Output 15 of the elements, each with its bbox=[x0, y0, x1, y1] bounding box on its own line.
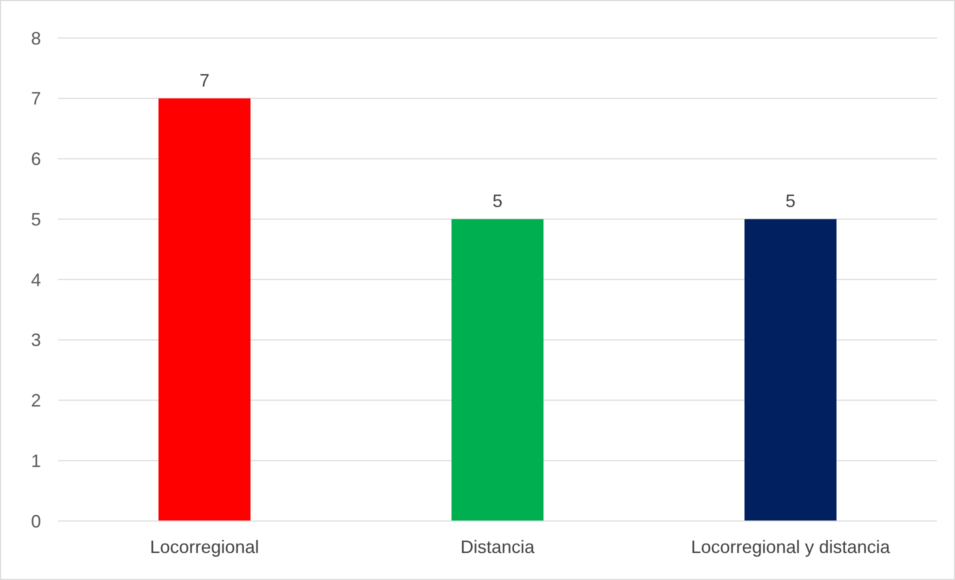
y-tick-label: 0 bbox=[30, 511, 42, 532]
y-tick-label: 5 bbox=[30, 209, 42, 230]
y-tick-label: 2 bbox=[30, 390, 42, 411]
y-tick-label: 7 bbox=[30, 88, 42, 109]
x-tick-label: Distancia bbox=[460, 537, 536, 557]
x-tick-label: Locorregional bbox=[150, 537, 260, 557]
y-tick-label: 8 bbox=[30, 28, 42, 48]
y-tick-label: 6 bbox=[30, 149, 42, 170]
x-tick-label: Locorregional y distancia bbox=[690, 537, 892, 557]
y-tick-label: 1 bbox=[30, 450, 42, 471]
data-label: 5 bbox=[492, 191, 503, 212]
y-tick-label: 3 bbox=[30, 330, 42, 350]
data-label: 5 bbox=[785, 191, 796, 212]
y-tick-label: 4 bbox=[30, 270, 42, 290]
data-label: 7 bbox=[199, 70, 210, 90]
